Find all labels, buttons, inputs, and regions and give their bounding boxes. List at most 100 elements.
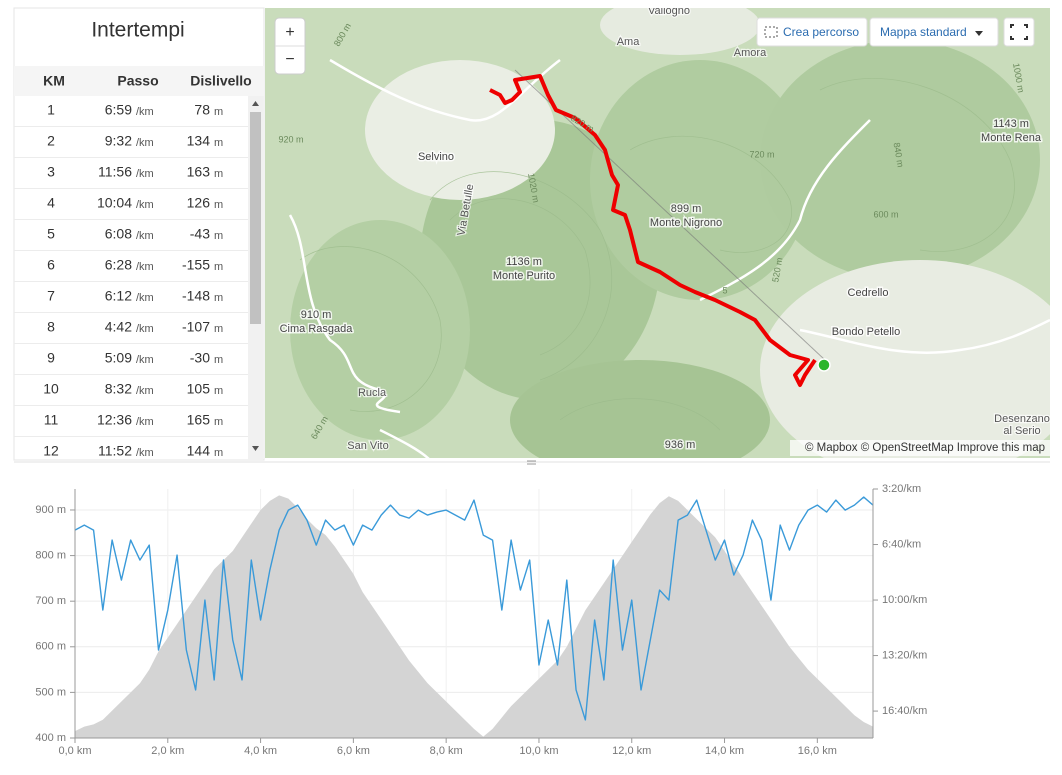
elev-unit: m bbox=[214, 385, 223, 397]
map[interactable]: Vallogno Ama Amora Selvino Via Betulle 1… bbox=[265, 0, 1062, 480]
header-pace: Passo bbox=[117, 73, 158, 89]
split-km: 9 bbox=[47, 350, 55, 366]
map-label: Bondo Petello bbox=[832, 326, 901, 338]
split-elev: -30 bbox=[190, 350, 210, 366]
split-elev: 163 bbox=[187, 164, 211, 180]
zoom-in[interactable]: + bbox=[285, 24, 294, 41]
x-tick-label: 4,0 km bbox=[244, 745, 277, 757]
y-tick-label: 500 m bbox=[35, 686, 66, 698]
split-pace: 6:12 bbox=[105, 288, 132, 304]
elev-unit: m bbox=[214, 106, 223, 118]
split-pace: 11:56 bbox=[98, 164, 132, 180]
elev-unit: m bbox=[214, 230, 223, 242]
y2-tick-label: 10:00/km bbox=[882, 594, 927, 606]
x-tick-label: 0,0 km bbox=[58, 745, 91, 757]
split-elev: 105 bbox=[187, 381, 211, 397]
split-pace: 5:09 bbox=[105, 350, 132, 366]
elev-unit: m bbox=[214, 168, 223, 180]
map-label: Amora bbox=[734, 47, 767, 59]
zoom-out[interactable]: − bbox=[285, 51, 294, 68]
contour-label: 720 m bbox=[749, 149, 774, 159]
pace-unit: /km bbox=[136, 261, 154, 273]
map-label: al Serio bbox=[1003, 425, 1040, 437]
map-label: San Vito bbox=[347, 440, 388, 452]
pace-unit: /km bbox=[136, 323, 154, 335]
pace-line bbox=[74, 496, 874, 721]
split-elev: 78 bbox=[194, 102, 210, 118]
header-elev: Dislivello bbox=[190, 73, 251, 89]
map-label: Cima Rasgada bbox=[280, 323, 354, 335]
split-elev: 144 bbox=[187, 443, 211, 459]
y2-tick-label: 3:20/km bbox=[882, 483, 921, 495]
create-route-button[interactable] bbox=[756, 17, 868, 47]
scroll-thumb[interactable] bbox=[250, 112, 261, 324]
attribution[interactable]: © Mapbox © OpenStreetMap Improve this ma… bbox=[805, 442, 1045, 454]
split-elev: -43 bbox=[190, 226, 210, 242]
elev-unit: m bbox=[214, 137, 223, 149]
pace-unit: /km bbox=[136, 416, 154, 428]
split-pace: 4:42 bbox=[105, 319, 132, 335]
split-elev: -155 bbox=[182, 257, 210, 273]
pace-unit: /km bbox=[136, 137, 154, 149]
map-label: Desenzano bbox=[994, 413, 1050, 425]
split-km: 7 bbox=[47, 288, 55, 304]
split-pace: 6:59 bbox=[105, 102, 132, 118]
split-elev: 165 bbox=[187, 412, 211, 428]
pace-unit: /km bbox=[136, 199, 154, 211]
x-tick-label: 8,0 km bbox=[430, 745, 463, 757]
split-km: 5 bbox=[47, 226, 55, 242]
map-label: 1136 m bbox=[506, 256, 542, 268]
elev-unit: m bbox=[214, 261, 223, 273]
y-tick-label: 900 m bbox=[35, 504, 66, 516]
split-elev: 126 bbox=[187, 195, 211, 211]
x-tick-label: 14,0 km bbox=[705, 745, 744, 757]
split-pace: 8:32 bbox=[105, 381, 132, 397]
contour-label: 600 m bbox=[873, 209, 898, 219]
map-label: Monte Nigrono bbox=[650, 217, 722, 229]
y2-tick-label: 13:20/km bbox=[882, 649, 927, 661]
map-label: 910 m bbox=[301, 309, 332, 321]
split-elev: -148 bbox=[182, 288, 210, 304]
elev-unit: m bbox=[214, 447, 223, 459]
contour-label: 840 m bbox=[892, 142, 906, 168]
contour-label: 520 m bbox=[770, 257, 784, 283]
contour-label: 920 m bbox=[278, 134, 303, 144]
split-km: 2 bbox=[47, 133, 55, 149]
y2-tick-label: 6:40/km bbox=[882, 538, 921, 550]
elev-unit: m bbox=[214, 199, 223, 211]
map-label: Vallogno bbox=[648, 5, 690, 17]
split-km: 8 bbox=[47, 319, 55, 335]
pace-unit: /km bbox=[136, 230, 154, 242]
map-label: 899 m bbox=[671, 203, 702, 215]
split-pace: 9:32 bbox=[105, 133, 132, 149]
map-label: Selvino bbox=[418, 151, 454, 163]
map-style-select[interactable] bbox=[869, 17, 999, 47]
header-km: KM bbox=[43, 73, 65, 89]
map-label: Rucla bbox=[358, 387, 387, 399]
map-label: 936 m bbox=[665, 439, 696, 451]
split-km: 10 bbox=[43, 381, 59, 397]
x-tick-label: 16,0 km bbox=[798, 745, 837, 757]
resize-handle[interactable] bbox=[527, 460, 536, 465]
split-pace: 11:52 bbox=[98, 443, 132, 459]
pace-unit: /km bbox=[136, 292, 154, 304]
map-style-label[interactable]: Mappa standard bbox=[880, 25, 967, 39]
route bbox=[489, 74, 817, 387]
create-route-label[interactable]: Crea percorso bbox=[783, 25, 859, 39]
pace-unit: /km bbox=[136, 447, 154, 459]
map-label: Ama bbox=[617, 36, 641, 48]
road-number: 5 bbox=[722, 285, 727, 295]
split-km: 12 bbox=[43, 443, 59, 459]
map-label: Monte Purito bbox=[493, 270, 555, 282]
start-marker bbox=[817, 358, 831, 372]
map-label: Cedrello bbox=[848, 287, 889, 299]
splits-title: Intertempi bbox=[91, 19, 184, 42]
fullscreen-button[interactable] bbox=[1003, 17, 1035, 47]
split-pace: 10:04 bbox=[97, 195, 132, 211]
elev-unit: m bbox=[214, 323, 223, 335]
x-tick-label: 10,0 km bbox=[519, 745, 558, 757]
elev-unit: m bbox=[214, 416, 223, 428]
split-km: 1 bbox=[47, 102, 55, 118]
zoom-control: + − bbox=[274, 17, 306, 75]
